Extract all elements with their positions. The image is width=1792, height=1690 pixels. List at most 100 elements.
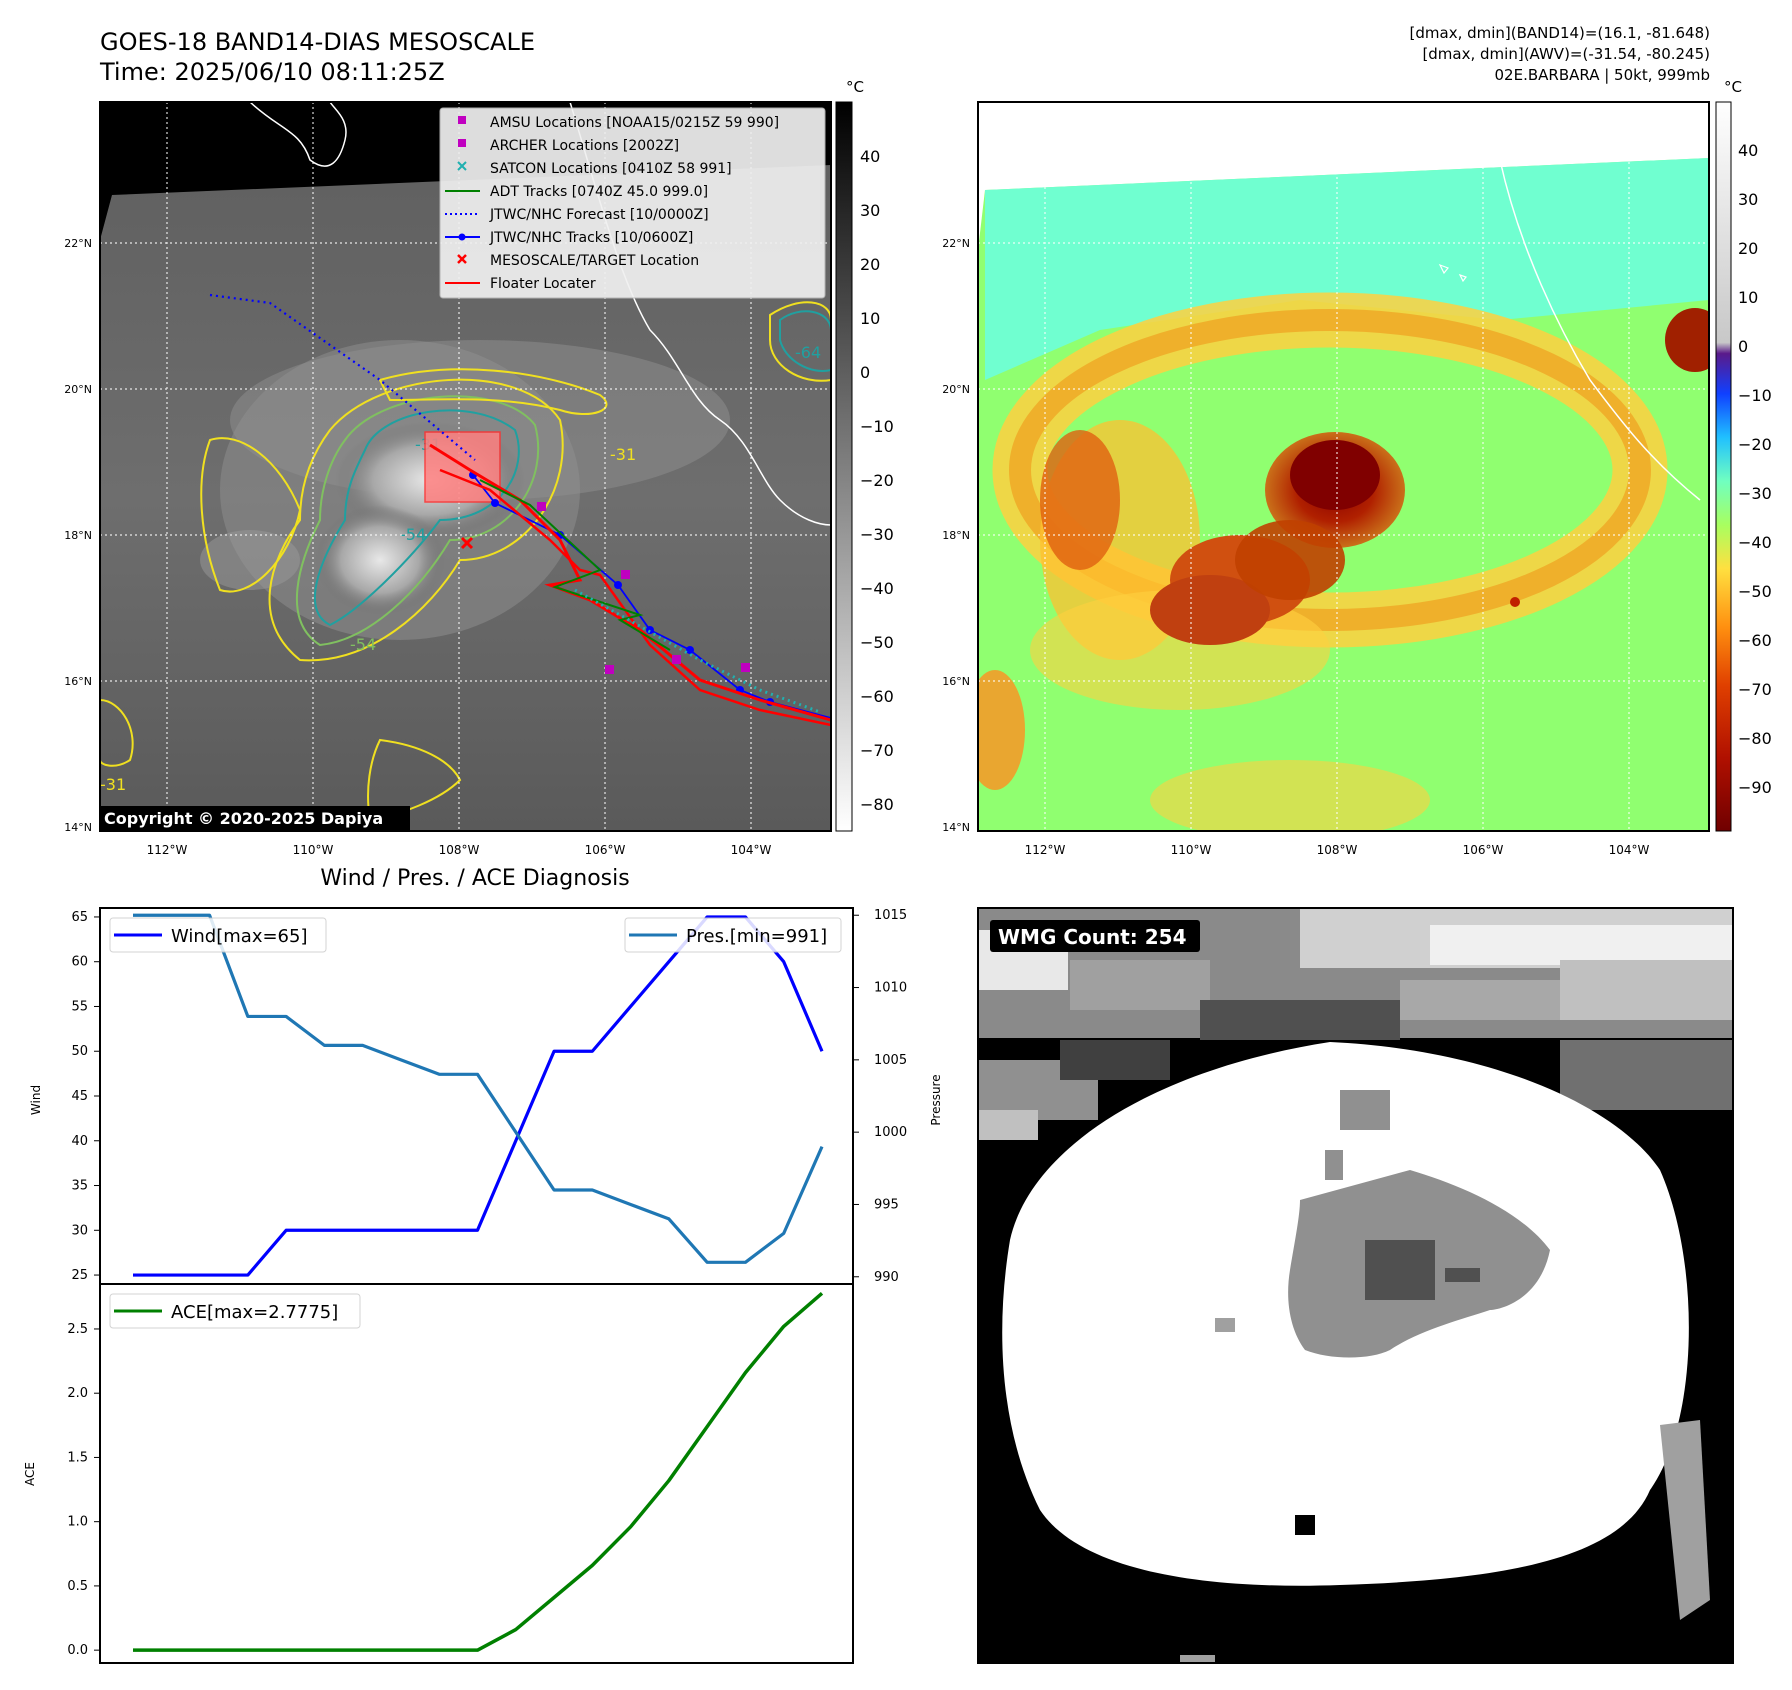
ace-axis-label: ACE	[23, 1462, 37, 1486]
diagnosis-title: Wind / Pres. / ACE Diagnosis	[320, 866, 629, 891]
cb-tick: 10	[1738, 288, 1758, 307]
wind-tick-label: 45	[71, 1089, 88, 1104]
contour-label: -31	[100, 775, 126, 794]
info-awv: [dmax, dmin](AWV)=(-31.54, -80.245)	[1422, 45, 1710, 63]
pressure-tick-label: 990	[874, 1270, 899, 1285]
lon-tick: 104°W	[731, 843, 772, 857]
cb-tick: −80	[1738, 729, 1772, 748]
ace-series-line	[133, 1291, 824, 1652]
ir-map-frame	[99, 101, 832, 832]
cb-tick: −20	[860, 471, 894, 490]
cb-tick: −10	[860, 417, 894, 436]
lat-tick: 16°N	[942, 675, 970, 688]
ace-legend: ACE[max=2.7775]	[109, 1293, 361, 1329]
cb-tick: 40	[1738, 141, 1758, 160]
pressure-legend: Pres.[min=991]	[624, 917, 842, 953]
cb-tick: 0	[1738, 337, 1748, 356]
lat-tick: 22°N	[64, 237, 92, 250]
colorbar-ir	[835, 101, 853, 832]
legend-wind: Wind[max=65]	[171, 926, 308, 947]
wmg-label-box	[990, 920, 1200, 952]
jtwc-track-points	[469, 471, 774, 706]
awv-map-frame	[977, 101, 1710, 832]
cb-tick: −70	[860, 741, 894, 760]
figure-time: Time: 2025/06/10 08:11:25Z	[99, 58, 445, 86]
lon-tick: 112°W	[147, 843, 188, 857]
wind-tick-label: 65	[71, 910, 88, 925]
legend-floater: Floater Locater	[490, 276, 596, 292]
ace-tick-label: 1.0	[67, 1515, 88, 1530]
lon-tick: 112°W	[1025, 843, 1066, 857]
lat-tick: 18°N	[942, 529, 970, 542]
wind-tick-label: 25	[71, 1268, 88, 1283]
lat-tick: 18°N	[64, 529, 92, 542]
cb-tick: −50	[1738, 582, 1772, 601]
cb-tick: 30	[1738, 190, 1758, 209]
lat-tick: 14°N	[64, 821, 92, 834]
lat-tick: 20°N	[64, 383, 92, 396]
cb-tick: −90	[1738, 778, 1772, 797]
wind-pres-plot-frame	[99, 907, 854, 1285]
lon-tick: 110°W	[293, 843, 334, 857]
ace-plot-frame	[99, 1283, 854, 1664]
lon-tick: 106°W	[1463, 843, 1504, 857]
cb-tick: 10	[860, 309, 880, 328]
wind-tick-label: 50	[71, 1044, 88, 1059]
pressure-tick-label: 1015	[874, 908, 907, 923]
ace-tick-label: 2.5	[67, 1322, 88, 1337]
cb-tick: −30	[1738, 484, 1772, 503]
copyright-box	[100, 806, 410, 830]
contour-label: -54	[350, 635, 376, 654]
wind-series-line	[133, 915, 824, 1277]
cb-tick: 30	[860, 201, 880, 220]
lon-tick: 108°W	[439, 843, 480, 857]
amsu-archer-points	[537, 502, 750, 674]
wmg-count-label: WMG Count: 254	[998, 925, 1187, 949]
ace-tick-label: 0.5	[67, 1579, 88, 1594]
pressure-tick-label: 1000	[874, 1125, 907, 1140]
legend-amsu: AMSU Locations [NOAA15/0215Z 59 990]	[490, 115, 779, 131]
pressure-tick-label: 995	[874, 1197, 899, 1212]
colorbar-awv	[1715, 101, 1732, 832]
figure-title: GOES-18 BAND14-DIAS MESOSCALE	[100, 28, 535, 56]
pressure-series-line	[133, 913, 824, 1264]
cb-tick: −50	[860, 633, 894, 652]
wind-tick-label: 60	[71, 955, 88, 970]
lat-tick: 20°N	[942, 383, 970, 396]
wind-legend: Wind[max=65]	[109, 917, 327, 953]
legend-target: MESOSCALE/TARGET Location	[490, 253, 699, 269]
colorbar-ir-ticks: 40 30 20 10 0 −10 −20 −30 −40 −50 −60 −7…	[860, 147, 894, 814]
wind-tick-label: 55	[71, 999, 88, 1014]
cb-tick: −30	[860, 525, 894, 544]
wind-axis-label: Wind	[29, 1085, 43, 1115]
cb-tick: −40	[860, 579, 894, 598]
cb-tick: 20	[1738, 239, 1758, 258]
legend-archer: ARCHER Locations [2002Z]	[490, 138, 679, 154]
contour-label: -64	[795, 343, 821, 362]
ir-map-axis-labels: 112°W 110°W 108°W 106°W 104°W 22°N 20°N …	[64, 237, 771, 857]
awv-map-axis-labels: 112°W 110°W 108°W 106°W 104°W 22°N 20°N …	[942, 237, 1649, 857]
ace-tick-label: 0.0	[67, 1643, 88, 1658]
lon-tick: 106°W	[585, 843, 626, 857]
colorbar-awv-ticks: 40 30 20 10 0 −10 −20 −30 −40 −50 −60 −7…	[1738, 141, 1772, 797]
lat-tick: 14°N	[942, 821, 970, 834]
info-band14: [dmax, dmin](BAND14)=(16.1, -81.648)	[1410, 24, 1710, 42]
ace-tick-label: 1.5	[67, 1450, 88, 1465]
wind-tick-label: 40	[71, 1134, 88, 1149]
lon-tick: 108°W	[1317, 843, 1358, 857]
contour-label: -54	[400, 525, 426, 544]
contour-label: -31	[610, 445, 636, 464]
cb-tick: −60	[1738, 631, 1772, 650]
cb-tick: 0	[860, 363, 870, 382]
legend-satcon: SATCON Locations [0410Z 58 991]	[490, 161, 732, 177]
cb-tick: −20	[1738, 435, 1772, 454]
cb-tick: −80	[860, 795, 894, 814]
cb-tick: −40	[1738, 533, 1772, 552]
colorbar-awv-unit: °C	[1724, 78, 1742, 96]
wmg-frame	[977, 907, 1734, 1664]
pressure-tick-label: 1010	[874, 981, 907, 996]
legend-ace: ACE[max=2.7775]	[171, 1302, 338, 1323]
